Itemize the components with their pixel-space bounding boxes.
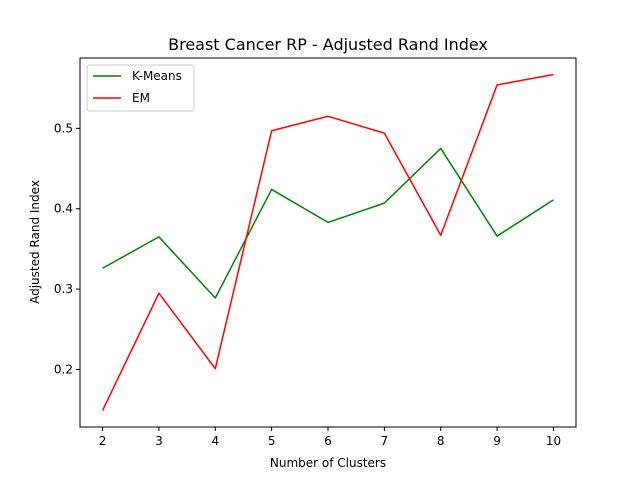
legend-label-em: EM bbox=[132, 91, 150, 105]
y-tick-label: 0.2 bbox=[54, 363, 73, 377]
y-tick-label: 0.3 bbox=[54, 282, 73, 296]
series-lines bbox=[101, 73, 554, 411]
x-axis: 2 3 4 5 6 7 8 9 10 bbox=[99, 427, 561, 448]
x-tick-label: 8 bbox=[437, 434, 445, 448]
chart-title: Breast Cancer RP - Adjusted Rand Index bbox=[168, 35, 488, 54]
legend: K-Means EM bbox=[86, 64, 195, 112]
x-axis-label: Number of Clusters bbox=[270, 456, 386, 470]
x-tick-label: 3 bbox=[155, 434, 163, 448]
x-tick-label: 6 bbox=[324, 434, 332, 448]
x-tick-label: 2 bbox=[99, 434, 107, 448]
x-tick-label: 4 bbox=[211, 434, 219, 448]
y-axis-label: Adjusted Rand Index bbox=[28, 180, 42, 304]
y-tick-label: 0.5 bbox=[54, 121, 73, 135]
plot-frame bbox=[79, 57, 577, 428]
x-tick-label: 9 bbox=[493, 434, 501, 448]
x-tick-label: 5 bbox=[268, 434, 276, 448]
x-tick-label: 7 bbox=[381, 434, 389, 448]
series-line-kmeans bbox=[102, 147, 554, 299]
y-tick-label: 0.4 bbox=[54, 202, 73, 216]
legend-label-kmeans: K-Means bbox=[132, 69, 182, 83]
series-line-em bbox=[101, 73, 554, 411]
plot-area: 2 3 4 5 6 7 8 9 10 0.2 0.3 0.4 0.5 bbox=[54, 57, 577, 448]
x-tick-label: 10 bbox=[546, 434, 561, 448]
y-axis: 0.2 0.3 0.4 0.5 bbox=[54, 121, 80, 377]
